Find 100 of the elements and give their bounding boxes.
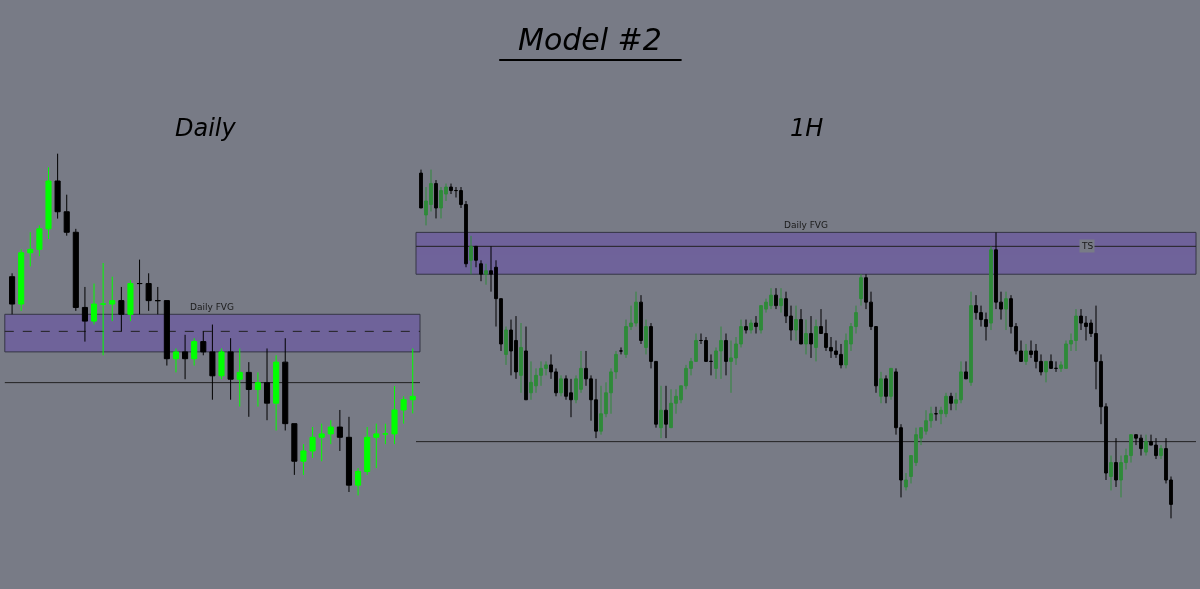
candlestick [969,291,973,387]
candlestick [1144,434,1148,457]
candlestick [291,423,298,476]
candlestick [879,371,883,404]
candlestick [794,305,798,341]
band-label: Daily FVG [784,220,828,230]
candlestick [81,286,88,343]
candlestick [355,467,362,496]
candlestick [63,194,70,237]
candlestick [964,360,968,380]
candlestick [1114,437,1118,488]
candlestick [1024,343,1028,366]
chart-title: 1H [790,114,824,142]
candlestick [454,186,458,199]
candlestick [1044,360,1048,383]
candlestick [659,385,663,439]
candlestick [1004,291,1008,331]
candlestick [409,347,416,414]
candlestick [479,259,483,282]
candlestick [72,228,79,312]
candlestick [709,353,713,376]
candlestick [559,374,563,397]
candlestick [309,426,316,459]
candlestick [9,272,16,315]
candlestick [644,319,648,355]
candlestick [704,336,708,362]
candlestick [664,385,668,439]
candlestick [236,347,243,408]
candlestick [154,286,161,315]
candlestick [804,319,808,355]
candlestick [934,406,938,422]
candlestick [904,472,908,491]
candlestick [699,333,703,345]
candlestick [799,308,803,345]
text: Model #2 [518,22,662,57]
band-label: Daily FVG [190,302,234,312]
candlestick [749,319,753,335]
candlestick [774,287,778,310]
candlestick [336,409,343,452]
candlestick [884,374,888,404]
candlestick [182,334,189,380]
candlestick [100,262,107,356]
candlestick [273,354,280,431]
ref-line-label: TS [1081,241,1094,251]
candlestick [744,319,748,335]
candlestick [172,347,180,373]
candlestick [263,347,271,421]
candlestick [45,166,52,240]
candlestick [484,263,488,286]
candlestick [989,245,993,331]
candlestick [724,333,728,376]
candlestick [254,371,261,408]
candlestick [889,367,893,401]
candlestick [469,235,473,275]
candlestick [163,300,170,367]
candlestick [524,326,528,401]
candlestick [1159,444,1163,460]
candlestick [345,416,353,493]
candlestick [282,337,289,431]
candlestick [36,224,43,257]
candlestick [809,315,813,359]
candlestick [327,419,334,445]
candlestick [1109,455,1113,491]
candlestick [779,287,783,314]
candlestick [300,443,307,476]
candlestick [109,276,116,322]
candlestick [245,361,252,418]
candlestick [814,319,818,362]
candlestick [227,337,234,401]
candlestick [639,294,643,345]
candlestick [504,326,508,366]
candlestick [619,346,623,355]
candlestick [127,279,134,322]
candlestick [136,259,143,315]
candlestick [1054,360,1058,373]
candlestick [400,395,407,425]
candlestick [318,423,325,462]
candlestick [364,426,371,476]
candlestick [519,322,523,394]
candlestick [419,169,423,209]
candlestick [218,347,225,380]
candlestick [1049,353,1053,369]
candlestick [118,286,125,332]
candlestick [191,337,198,367]
candlestick [18,248,25,312]
candlestick [90,283,98,326]
candlestick [434,179,438,219]
candlestick [373,423,380,469]
candlestick [474,245,478,268]
candlestick [27,231,34,267]
chart-title: Daily [175,114,237,142]
candlestick [391,385,398,445]
candlestick [54,153,61,220]
candlestick [200,330,207,356]
candlestick [209,324,216,401]
candlestick [949,392,953,411]
candlestick [145,272,152,312]
candlestick [859,273,863,307]
candlestick [449,183,453,195]
candlestick [754,315,758,335]
